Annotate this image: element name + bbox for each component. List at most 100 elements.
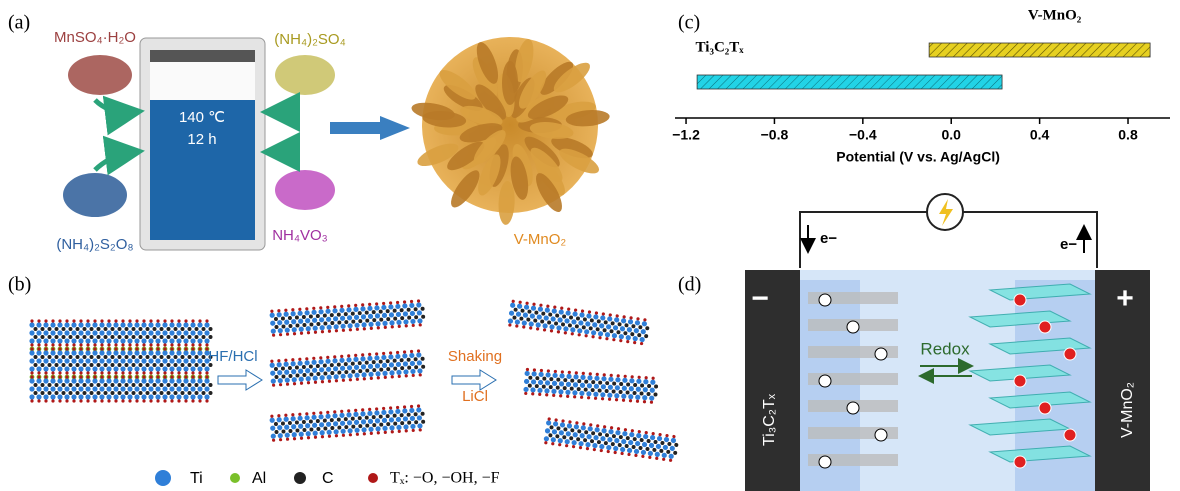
atom bbox=[400, 308, 404, 312]
atom bbox=[97, 335, 101, 339]
atom bbox=[291, 358, 294, 361]
atom bbox=[92, 350, 97, 355]
atom bbox=[573, 382, 579, 388]
atom bbox=[674, 443, 679, 448]
atom bbox=[594, 427, 600, 433]
atom bbox=[640, 329, 646, 335]
atom bbox=[111, 335, 115, 339]
atom bbox=[393, 414, 397, 418]
atom bbox=[79, 371, 82, 374]
atom bbox=[300, 382, 303, 385]
atom bbox=[646, 439, 651, 444]
atom bbox=[358, 416, 362, 420]
atom bbox=[190, 322, 195, 327]
atom bbox=[550, 316, 556, 322]
atom bbox=[612, 381, 616, 385]
atom bbox=[379, 360, 383, 364]
atom bbox=[78, 350, 83, 355]
atom bbox=[51, 319, 54, 322]
atom bbox=[542, 323, 548, 329]
atom bbox=[574, 308, 578, 312]
arrow bbox=[95, 152, 135, 170]
atom bbox=[669, 458, 673, 462]
atom bbox=[629, 386, 635, 392]
atom bbox=[354, 304, 357, 307]
atom bbox=[649, 443, 655, 449]
atom bbox=[405, 324, 408, 327]
atom bbox=[270, 425, 276, 431]
atom bbox=[146, 363, 150, 367]
atom bbox=[531, 379, 537, 385]
atom bbox=[169, 394, 174, 399]
atom bbox=[379, 415, 383, 419]
atom bbox=[632, 336, 638, 342]
atom bbox=[69, 335, 73, 339]
atom bbox=[127, 394, 132, 399]
atom bbox=[333, 355, 336, 358]
atom bbox=[107, 399, 110, 402]
atom bbox=[388, 354, 394, 360]
slab bbox=[29, 319, 212, 351]
atom bbox=[547, 369, 550, 372]
atom bbox=[642, 395, 648, 401]
atom bbox=[106, 366, 111, 371]
atom bbox=[549, 324, 555, 330]
atom bbox=[604, 389, 608, 393]
atom bbox=[302, 428, 306, 432]
atom bbox=[361, 364, 367, 370]
atom bbox=[149, 347, 152, 350]
atom bbox=[420, 307, 424, 311]
atom bbox=[578, 441, 584, 447]
atom bbox=[382, 407, 385, 410]
atom bbox=[608, 429, 614, 435]
atom bbox=[625, 335, 631, 341]
atom bbox=[526, 368, 529, 371]
atom bbox=[128, 343, 131, 346]
atom bbox=[93, 343, 96, 346]
atom bbox=[274, 325, 278, 329]
atom bbox=[594, 384, 600, 390]
atom bbox=[71, 338, 76, 343]
atom bbox=[97, 391, 101, 395]
atom bbox=[580, 425, 586, 431]
atom bbox=[553, 305, 557, 309]
atom bbox=[188, 391, 192, 395]
atom bbox=[570, 332, 574, 336]
atom bbox=[50, 394, 55, 399]
atom bbox=[361, 353, 364, 356]
atom bbox=[672, 435, 676, 439]
atom bbox=[295, 373, 299, 377]
atom bbox=[58, 347, 61, 350]
atom bbox=[277, 320, 283, 326]
atom bbox=[62, 335, 66, 339]
atom bbox=[283, 416, 289, 422]
atom bbox=[29, 358, 34, 363]
atom bbox=[71, 350, 76, 355]
atom bbox=[377, 431, 380, 434]
atom bbox=[36, 366, 41, 371]
slab bbox=[269, 404, 426, 442]
atom bbox=[176, 350, 181, 355]
atom bbox=[121, 347, 124, 350]
atom bbox=[169, 378, 174, 383]
atom bbox=[374, 305, 380, 311]
atom bbox=[651, 377, 654, 380]
atom bbox=[305, 357, 308, 360]
atom bbox=[83, 335, 87, 339]
atom bbox=[37, 399, 40, 402]
atom bbox=[295, 365, 299, 369]
atom bbox=[360, 411, 366, 417]
atom bbox=[388, 304, 394, 310]
atom bbox=[326, 411, 329, 414]
atom bbox=[340, 355, 343, 358]
atom bbox=[563, 427, 568, 432]
atom bbox=[367, 306, 373, 312]
cation bbox=[819, 294, 831, 306]
atom bbox=[332, 308, 338, 314]
atom bbox=[635, 320, 641, 326]
atom bbox=[620, 447, 626, 453]
atom bbox=[540, 369, 543, 372]
atom bbox=[48, 383, 52, 387]
atom bbox=[420, 357, 424, 361]
atom bbox=[155, 394, 160, 399]
